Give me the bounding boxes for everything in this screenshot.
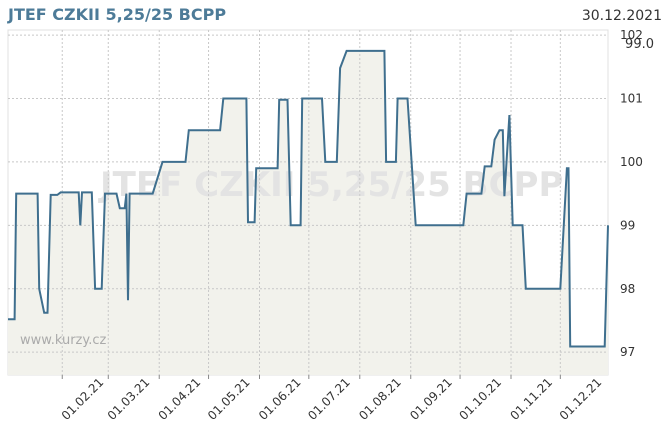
y-tick-label: 102 xyxy=(620,28,643,42)
x-tick-label: 01.02.21 xyxy=(59,375,107,423)
x-tick-label: 01.08.21 xyxy=(356,375,404,423)
x-tick-label: 01.06.21 xyxy=(256,375,304,423)
x-tick-label: 01.07.21 xyxy=(305,375,353,423)
y-tick-label: 101 xyxy=(620,91,643,105)
current-value: 99.0 xyxy=(625,37,654,52)
date: 30.12.2021 xyxy=(582,8,662,24)
x-tick-label: 01.04.21 xyxy=(156,375,204,423)
x-tick-label: 01.09.21 xyxy=(407,375,455,423)
x-tick-label: 01.10.21 xyxy=(456,375,504,423)
x-tick-label: 01.12.21 xyxy=(557,375,605,423)
y-tick-label: 97 xyxy=(620,345,635,359)
y-tick-label: 98 xyxy=(620,282,635,296)
watermark: JTEF CZKII 5,25/25 BCPP xyxy=(98,165,563,205)
area-fill xyxy=(8,50,608,376)
x-tick-label: 01.11.21 xyxy=(507,375,555,423)
x-tick-label: 01.03.21 xyxy=(105,375,153,423)
line xyxy=(8,49,609,348)
x-tick-label: 01.05.21 xyxy=(205,375,253,423)
y-tick-label: 100 xyxy=(620,155,643,169)
chart-title: JTEF CZKII 5,25/25 BCPP xyxy=(7,5,226,24)
source: www.kurzy.cz xyxy=(20,333,106,348)
y-tick-label: 99 xyxy=(620,218,635,232)
